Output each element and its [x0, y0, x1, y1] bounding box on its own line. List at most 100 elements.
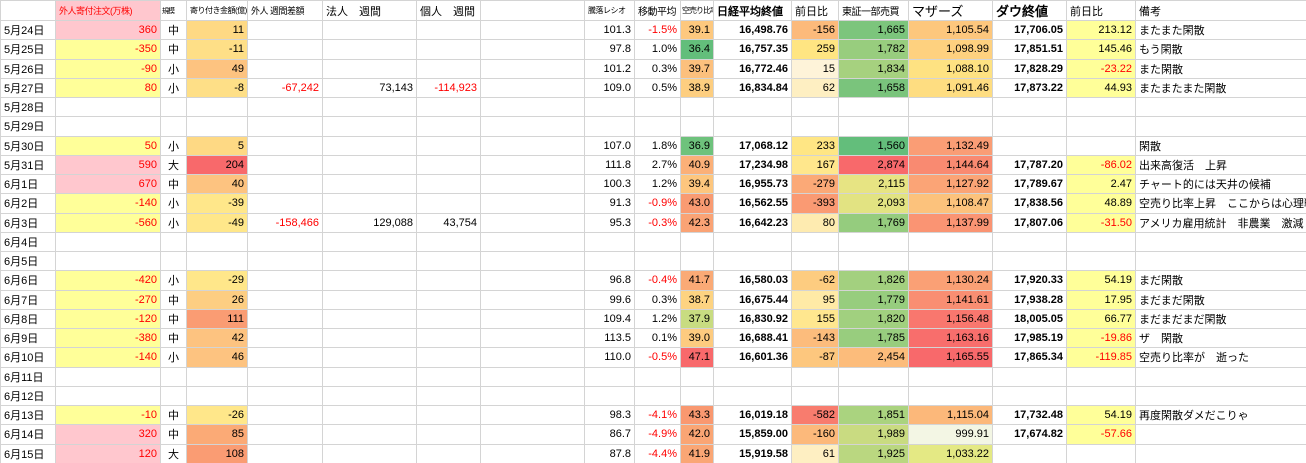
- nikkei-close-cell[interactable]: 15,859.00: [713, 424, 792, 445]
- foreign-open-orders-cell[interactable]: 590: [55, 154, 161, 176]
- dow-change-cell[interactable]: [1066, 116, 1136, 137]
- spacer-cell[interactable]: [480, 135, 585, 156]
- individual-weekly-cell[interactable]: [416, 135, 481, 156]
- institutional-weekly-cell[interactable]: [322, 19, 417, 41]
- spacer-cell[interactable]: [480, 154, 585, 176]
- foreign-open-orders-cell[interactable]: 80: [55, 77, 161, 99]
- advance-decline-ratio-cell[interactable]: 91.3: [584, 193, 635, 214]
- short-sell-ratio-cell[interactable]: 36.4: [680, 39, 714, 60]
- tse1-volume-cell[interactable]: 2,093: [838, 193, 909, 214]
- short-sell-ratio-cell[interactable]: [680, 366, 714, 387]
- moving-average-header[interactable]: 移動平均: [634, 0, 681, 21]
- foreign-weekly-cell[interactable]: [247, 116, 323, 137]
- remarks-cell[interactable]: アメリカ雇用統計 非農業 激減: [1135, 212, 1306, 233]
- spacer-cell[interactable]: [480, 19, 585, 41]
- dow-close-cell[interactable]: 17,938.28: [992, 289, 1067, 310]
- foreign-open-orders-cell[interactable]: [55, 96, 161, 118]
- nikkei-change-cell[interactable]: [791, 96, 839, 118]
- dow-change-cell[interactable]: [1066, 250, 1136, 272]
- foreign-open-orders-cell[interactable]: -140: [55, 193, 161, 214]
- advance-decline-ratio-cell[interactable]: 101.3: [584, 19, 635, 41]
- opening-amount-cell[interactable]: [186, 385, 248, 407]
- tse1-volume-cell[interactable]: 2,115: [838, 173, 909, 195]
- tse1-volume-cell[interactable]: 1,779: [838, 289, 909, 310]
- opening-amount-cell[interactable]: -11: [186, 39, 248, 60]
- advance-decline-ratio-cell[interactable]: 107.0: [584, 135, 635, 156]
- moving-average-cell[interactable]: [634, 116, 681, 137]
- moving-average-cell[interactable]: 0.1%: [634, 327, 681, 349]
- order-scale-cell[interactable]: 大: [160, 443, 187, 463]
- institutional-weekly-cell[interactable]: [322, 154, 417, 176]
- remarks-cell[interactable]: また閑散: [1135, 58, 1306, 79]
- remarks-cell[interactable]: まだまだまだ閑散: [1135, 308, 1306, 330]
- dow-close-header[interactable]: ダウ終値: [992, 0, 1067, 21]
- short-sell-ratio-cell[interactable]: 42.0: [680, 424, 714, 445]
- nikkei-close-cell[interactable]: [713, 231, 792, 253]
- mothers-index-header[interactable]: マザーズ: [908, 0, 993, 21]
- mothers-index-cell[interactable]: 999.91: [908, 424, 993, 445]
- foreign-weekly-cell[interactable]: [247, 250, 323, 272]
- mothers-index-cell[interactable]: 1,163.16: [908, 327, 993, 349]
- dow-close-cell[interactable]: 18,005.05: [992, 308, 1067, 330]
- opening-amount-cell[interactable]: 46: [186, 347, 248, 368]
- nikkei-change-cell[interactable]: -160: [791, 424, 839, 445]
- dow-change-cell[interactable]: [1066, 231, 1136, 253]
- tse1-volume-cell[interactable]: 1,826: [838, 270, 909, 291]
- dow-close-cell[interactable]: 17,985.19: [992, 327, 1067, 349]
- nikkei-change-cell[interactable]: [791, 250, 839, 272]
- individual-weekly-cell[interactable]: [416, 289, 481, 310]
- spacer-cell[interactable]: [480, 250, 585, 272]
- spacer-cell[interactable]: [480, 193, 585, 214]
- mothers-index-cell[interactable]: 1,115.04: [908, 404, 993, 426]
- individual-weekly-cell[interactable]: [416, 270, 481, 291]
- spacer-cell[interactable]: [480, 347, 585, 368]
- individual-weekly-cell[interactable]: [416, 116, 481, 137]
- order-scale-header[interactable]: 規模: [160, 0, 187, 21]
- date-cell[interactable]: 6月12日: [0, 385, 56, 407]
- date-cell[interactable]: 6月11日: [0, 366, 56, 387]
- order-scale-cell[interactable]: 小: [160, 135, 187, 156]
- order-scale-cell[interactable]: 中: [160, 424, 187, 445]
- dow-close-cell[interactable]: 17,789.67: [992, 173, 1067, 195]
- tse1-volume-cell[interactable]: 2,454: [838, 347, 909, 368]
- advance-decline-ratio-cell[interactable]: 97.8: [584, 39, 635, 60]
- dow-close-cell[interactable]: 17,706.05: [992, 19, 1067, 41]
- individual-weekly-cell[interactable]: [416, 250, 481, 272]
- individual-weekly-cell[interactable]: [416, 39, 481, 60]
- remarks-cell[interactable]: [1135, 116, 1306, 137]
- date-cell[interactable]: 6月14日: [0, 424, 56, 445]
- dow-change-cell[interactable]: [1066, 96, 1136, 118]
- nikkei-change-cell[interactable]: 233: [791, 135, 839, 156]
- dow-close-cell[interactable]: 17,851.51: [992, 39, 1067, 60]
- individual-weekly-cell[interactable]: [416, 231, 481, 253]
- remarks-cell[interactable]: もう閑散: [1135, 39, 1306, 60]
- order-scale-cell[interactable]: 中: [160, 289, 187, 310]
- individual-weekly-cell[interactable]: [416, 327, 481, 349]
- order-scale-cell[interactable]: 中: [160, 308, 187, 330]
- mothers-index-cell[interactable]: 1,144.64: [908, 154, 993, 176]
- foreign-open-orders-header[interactable]: 外人寄付注文(万株): [55, 0, 161, 21]
- foreign-open-orders-cell[interactable]: 670: [55, 173, 161, 195]
- individual-weekly-cell[interactable]: [416, 404, 481, 426]
- short-sell-ratio-cell[interactable]: 40.9: [680, 154, 714, 176]
- mothers-index-cell[interactable]: 1,127.92: [908, 173, 993, 195]
- opening-amount-cell[interactable]: [186, 96, 248, 118]
- foreign-weekly-cell[interactable]: [247, 154, 323, 176]
- date-cell[interactable]: 6月10日: [0, 347, 56, 368]
- dow-close-cell[interactable]: 17,865.34: [992, 347, 1067, 368]
- nikkei-close-cell[interactable]: 16,580.03: [713, 270, 792, 291]
- dow-change-cell[interactable]: -86.02: [1066, 154, 1136, 176]
- advance-decline-ratio-cell[interactable]: 110.0: [584, 347, 635, 368]
- nikkei-change-cell[interactable]: 155: [791, 308, 839, 330]
- dow-close-cell[interactable]: 17,828.29: [992, 58, 1067, 79]
- nikkei-change-header[interactable]: 前日比: [791, 0, 839, 21]
- date-cell[interactable]: 6月6日: [0, 270, 56, 291]
- dow-change-header[interactable]: 前日比: [1066, 0, 1136, 21]
- advance-decline-ratio-cell[interactable]: 86.7: [584, 424, 635, 445]
- dow-change-cell[interactable]: -57.66: [1066, 424, 1136, 445]
- nikkei-change-cell[interactable]: 95: [791, 289, 839, 310]
- institutional-weekly-cell[interactable]: [322, 347, 417, 368]
- opening-amount-cell[interactable]: -26: [186, 404, 248, 426]
- date-cell[interactable]: 6月5日: [0, 250, 56, 272]
- moving-average-cell[interactable]: [634, 385, 681, 407]
